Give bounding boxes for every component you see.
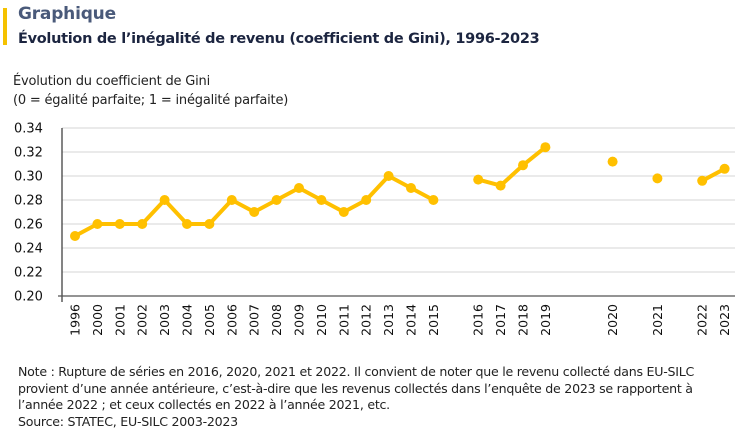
y-tick-label: 0.22 <box>14 266 43 281</box>
data-point <box>182 219 192 229</box>
data-point <box>338 207 349 217</box>
accent-bar <box>3 8 7 45</box>
y-axis-ticks: 0.20 0.22 0.24 0.26 0.28 0.30 0.32 0.34 <box>14 122 43 305</box>
data-point <box>495 180 506 191</box>
x-tick-label: 2011 <box>336 304 351 336</box>
x-axis-ticks: 1996 2000 2001 2002 2003 2004 2005 2006 2007 2008… <box>68 304 733 336</box>
x-tick-label: 2002 <box>135 304 150 336</box>
x-tick-label: 2010 <box>314 304 329 336</box>
chart-note: Note : Rupture de séries en 2016, 2020, … <box>18 364 738 430</box>
x-tick-label: 2001 <box>112 304 127 336</box>
data-point <box>428 195 439 205</box>
data-point <box>473 174 484 185</box>
x-tick-label: 2007 <box>247 304 262 336</box>
data-point <box>92 219 103 229</box>
data-point <box>70 231 80 241</box>
x-tick-label: 2000 <box>90 304 105 336</box>
data-point <box>518 160 528 171</box>
chart-kicker: Graphique <box>18 4 116 24</box>
gini-line-chart: 0.20 0.22 0.24 0.26 0.28 0.30 0.32 0.34 1996 200… <box>14 122 735 336</box>
data-point <box>316 195 327 205</box>
y-axis-caption: Évolution du coefficient de Gini (0 = ég… <box>13 72 288 110</box>
gridlines <box>62 127 735 273</box>
data-point <box>719 163 730 174</box>
x-tick-label: 2017 <box>493 304 508 336</box>
data-point <box>271 195 282 205</box>
x-tick-label: 2006 <box>224 304 239 336</box>
chart-title: Évolution de l’inégalité de revenu (coef… <box>18 31 540 47</box>
y-tick-label: 0.26 <box>14 218 43 233</box>
x-tick-label: 2003 <box>157 304 172 336</box>
data-point <box>226 195 237 205</box>
y-tick-label: 0.28 <box>14 194 43 209</box>
x-tick-label: 2021 <box>650 304 665 336</box>
series-line <box>74 174 435 238</box>
source-line: Source: STATEC, EU-SILC 2003-2023 <box>18 413 238 429</box>
note-line-3: l’année 2022 ; et ceux collectés en 2022… <box>18 397 390 412</box>
series-line <box>477 145 547 188</box>
data-point <box>249 207 260 217</box>
x-tick-label: 2023 <box>717 304 732 336</box>
data-point <box>652 173 663 184</box>
data-point <box>607 156 618 167</box>
x-tick-label: 2018 <box>516 304 531 336</box>
y-axis-caption-line1: Évolution du coefficient de Gini <box>13 74 210 89</box>
note-line-1: Note : Rupture de séries en 2016, 2020, … <box>18 364 695 379</box>
y-tick-label: 0.32 <box>14 146 43 161</box>
note-line-2: provient d’une année antérieure, c’est-à… <box>18 380 693 396</box>
y-tick-label: 0.30 <box>14 170 43 185</box>
x-tick-label: 1996 <box>68 304 83 336</box>
data-point <box>114 219 125 229</box>
data-point <box>159 195 170 205</box>
x-tick-label: 2009 <box>292 304 307 336</box>
x-tick-label: 2014 <box>404 304 419 336</box>
data-point <box>204 219 215 229</box>
x-tick-label: 2019 <box>538 304 553 336</box>
y-tick-label: 0.20 <box>14 290 43 305</box>
y-tick-label: 0.34 <box>14 122 43 137</box>
data-point <box>294 183 304 193</box>
x-tick-label: 2008 <box>269 304 284 336</box>
x-tick-label: 2012 <box>359 304 374 336</box>
x-tick-label: 2005 <box>202 304 217 336</box>
data-point <box>383 171 394 181</box>
y-axis-caption-line2: (0 = égalité parfaite; 1 = inégalité par… <box>13 93 289 108</box>
x-tick-label: 2013 <box>381 304 396 336</box>
data-point <box>406 183 416 193</box>
data-point <box>361 195 372 205</box>
x-tick-label: 2015 <box>426 304 441 336</box>
x-tick-label: 2016 <box>471 304 486 336</box>
series-gini <box>70 142 730 241</box>
data-point <box>697 175 708 186</box>
x-tick-label: 2004 <box>180 304 195 336</box>
x-tick-label: 2022 <box>695 304 710 336</box>
data-point <box>540 142 551 153</box>
y-tick-label: 0.24 <box>14 242 43 257</box>
data-point <box>137 219 148 229</box>
x-tick-label: 2020 <box>605 304 620 336</box>
